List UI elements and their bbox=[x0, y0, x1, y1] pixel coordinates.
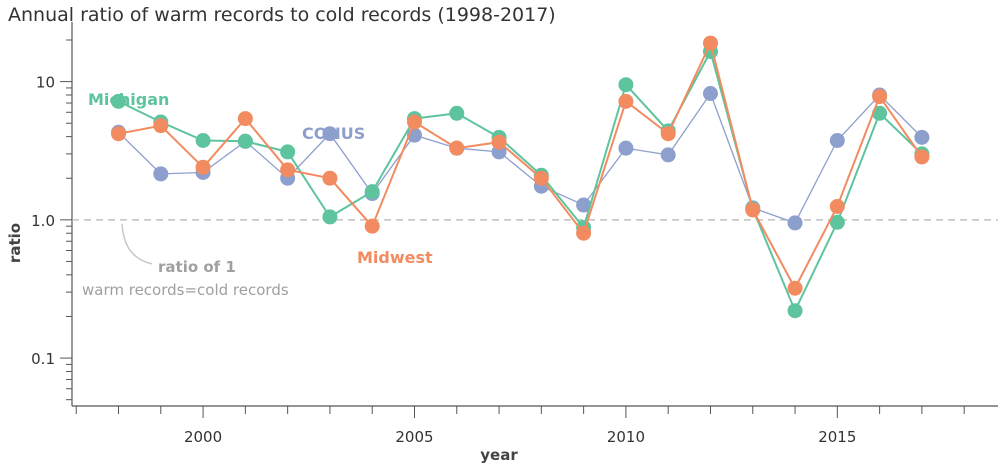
conus-point bbox=[829, 132, 845, 148]
annotation-connector bbox=[121, 223, 153, 265]
michigan-line bbox=[118, 48, 923, 314]
midwest-line bbox=[118, 40, 923, 291]
midwest-point bbox=[660, 126, 676, 142]
conus-series bbox=[111, 86, 930, 231]
midwest-point bbox=[829, 198, 845, 214]
y-tick-label: 0.1 bbox=[31, 350, 55, 368]
midwest-point bbox=[745, 202, 761, 218]
michigan-point bbox=[111, 93, 127, 109]
reference-layer: ratio of 1 warm records=cold records bbox=[72, 219, 998, 299]
midwest-point bbox=[449, 140, 465, 156]
midwest-point bbox=[872, 89, 888, 105]
midwest-point bbox=[237, 111, 253, 127]
conus-point bbox=[787, 215, 803, 231]
michigan-point bbox=[787, 303, 803, 319]
michigan-point bbox=[364, 184, 380, 200]
x-tick-label: 2015 bbox=[818, 428, 856, 446]
midwest-point bbox=[618, 93, 634, 109]
conus-point bbox=[914, 129, 930, 145]
michigan-point bbox=[322, 209, 338, 225]
michigan-point bbox=[280, 144, 296, 160]
conus-point bbox=[576, 197, 592, 213]
midwest-point bbox=[322, 170, 338, 186]
michigan-point bbox=[872, 105, 888, 121]
conus-point bbox=[618, 140, 634, 156]
annotation-text: warm records=cold records bbox=[82, 281, 289, 299]
x-tick-label: 2005 bbox=[395, 428, 433, 446]
midwest-point bbox=[364, 218, 380, 234]
midwest-point bbox=[914, 149, 930, 165]
midwest-point bbox=[153, 118, 169, 134]
y-tick-label: 10 bbox=[36, 74, 55, 92]
michigan-point bbox=[618, 77, 634, 93]
conus-point bbox=[702, 86, 718, 102]
midwest-point bbox=[406, 114, 422, 130]
conus-legend-label: CONUS bbox=[302, 124, 365, 143]
michigan-legend-label: Michigan bbox=[88, 90, 169, 109]
michigan-point bbox=[195, 132, 211, 148]
conus-point bbox=[660, 147, 676, 163]
midwest-legend-label: Midwest bbox=[357, 248, 433, 267]
midwest-point bbox=[280, 162, 296, 178]
midwest-point bbox=[111, 126, 127, 142]
label-layer: CONUS Michigan Midwest bbox=[88, 90, 433, 267]
midwest-point bbox=[491, 134, 507, 150]
annotation-title: ratio of 1 bbox=[158, 258, 236, 276]
midwest-point bbox=[576, 225, 592, 241]
y-axis-title: ratio bbox=[6, 223, 24, 263]
midwest-point bbox=[533, 170, 549, 186]
y-tick-label: 1.0 bbox=[31, 212, 55, 230]
conus-point bbox=[153, 166, 169, 182]
series-layer bbox=[111, 35, 930, 319]
axes: 2000 2005 2010 2015 0.1 1.0 10 year ratio bbox=[6, 22, 998, 464]
midwest-point bbox=[195, 159, 211, 175]
conus-point bbox=[322, 126, 338, 142]
midwest-point bbox=[787, 280, 803, 296]
x-axis-title: year bbox=[480, 446, 518, 464]
midwest-point bbox=[702, 35, 718, 51]
x-tick-label: 2000 bbox=[184, 428, 222, 446]
chart-title: Annual ratio of warm records to cold rec… bbox=[8, 4, 556, 26]
x-tick-label: 2010 bbox=[607, 428, 645, 446]
michigan-series bbox=[111, 44, 930, 319]
michigan-point bbox=[449, 105, 465, 121]
michigan-point bbox=[237, 133, 253, 149]
conus-line bbox=[118, 92, 923, 224]
michigan-point bbox=[829, 214, 845, 230]
midwest-series bbox=[111, 35, 930, 296]
